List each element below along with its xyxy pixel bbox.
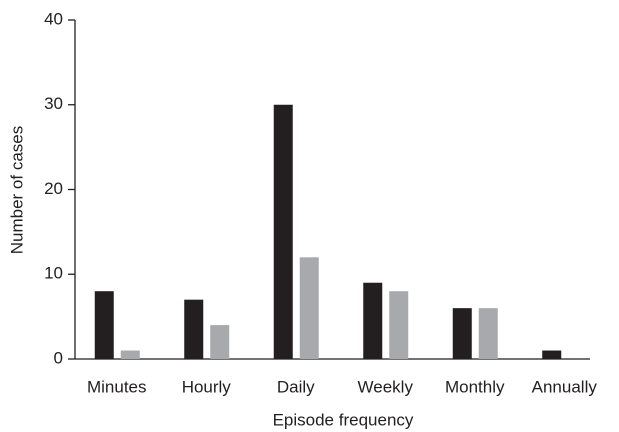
x-tick-label: Weekly: [358, 377, 414, 396]
y-tick-label: 20: [44, 179, 63, 198]
bar: [542, 350, 562, 359]
bar: [363, 282, 383, 359]
bar: [94, 291, 114, 359]
bar: [184, 299, 204, 359]
y-tick-label: 10: [44, 264, 63, 283]
bar: [478, 308, 498, 359]
x-tick-label: Annually: [532, 377, 598, 396]
bar: [452, 308, 472, 359]
bar: [273, 104, 293, 359]
y-axis-title: Number of cases: [7, 126, 26, 255]
y-tick-label: 0: [54, 348, 63, 367]
y-tick-label: 40: [44, 9, 63, 28]
x-tick-label: Monthly: [445, 377, 505, 396]
x-tick-label: Minutes: [87, 377, 147, 396]
bar: [120, 350, 140, 359]
bar: [299, 257, 319, 359]
x-tick-label: Daily: [277, 377, 315, 396]
bar: [389, 291, 409, 359]
bar: [210, 325, 230, 359]
y-tick-label: 30: [44, 94, 63, 113]
x-tick-label: Hourly: [182, 377, 232, 396]
x-axis-title: Episode frequency: [273, 410, 414, 429]
